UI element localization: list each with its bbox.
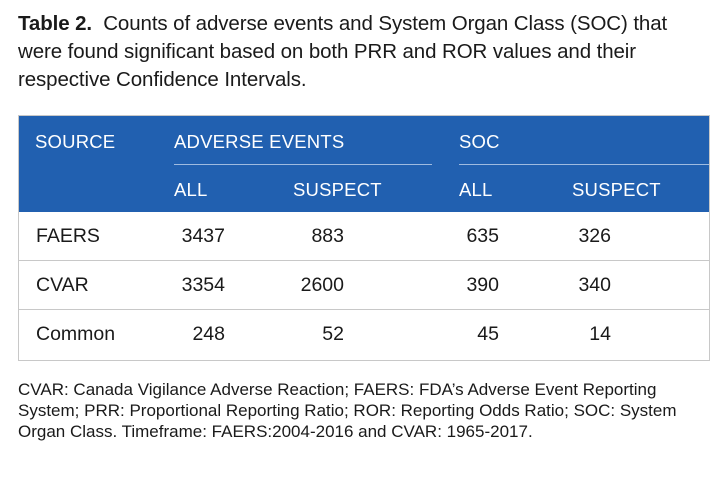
header-soc-suspect: SUSPECT: [572, 179, 661, 200]
cell-ae-all: 248: [192, 323, 225, 345]
cell-soc-all: 635: [466, 225, 499, 247]
cell-soc-suspect: 326: [578, 225, 611, 247]
header-adverse-events: ADVERSE EVENTS: [174, 131, 345, 152]
cell-ae-suspect: 2600: [300, 274, 344, 296]
cell-ae-all: 3354: [181, 274, 225, 296]
header-ae-all: ALL: [174, 179, 208, 200]
cell-source: FAERS: [36, 225, 100, 247]
header-soc-all: ALL: [459, 179, 493, 200]
table-row: Common 248 52 45 14: [19, 309, 709, 358]
cell-source: Common: [36, 323, 116, 345]
data-table: SOURCE ADVERSE EVENTS SOC ALL SUSPECT AL…: [18, 115, 710, 361]
cell-ae-suspect: 883: [311, 225, 344, 247]
table-row: CVAR 3354 2600 390 340: [19, 260, 709, 309]
adverse-events-rule: [174, 164, 432, 165]
cell-soc-all: 45: [477, 323, 499, 345]
header-soc: SOC: [459, 131, 500, 152]
cell-soc-suspect: 340: [578, 274, 611, 296]
table-caption: Table 2. Counts of adverse events and Sy…: [18, 10, 708, 94]
table-row: FAERS 3437 883 635 326: [19, 212, 709, 260]
cell-soc-suspect: 14: [589, 323, 611, 345]
caption-label: Table 2.: [18, 12, 93, 35]
header-ae-suspect: SUSPECT: [293, 179, 382, 200]
table-header: SOURCE ADVERSE EVENTS SOC ALL SUSPECT AL…: [19, 116, 709, 212]
table-footnote: CVAR: Canada Vigilance Adverse Reaction;…: [18, 380, 677, 441]
cell-ae-all: 3437: [181, 225, 225, 247]
cell-ae-suspect: 52: [322, 323, 344, 345]
cell-soc-all: 390: [466, 274, 499, 296]
caption-text: Counts of adverse events and System Orga…: [18, 12, 668, 91]
header-source: SOURCE: [35, 131, 116, 152]
cell-source: CVAR: [36, 274, 89, 296]
soc-rule: [459, 164, 709, 165]
